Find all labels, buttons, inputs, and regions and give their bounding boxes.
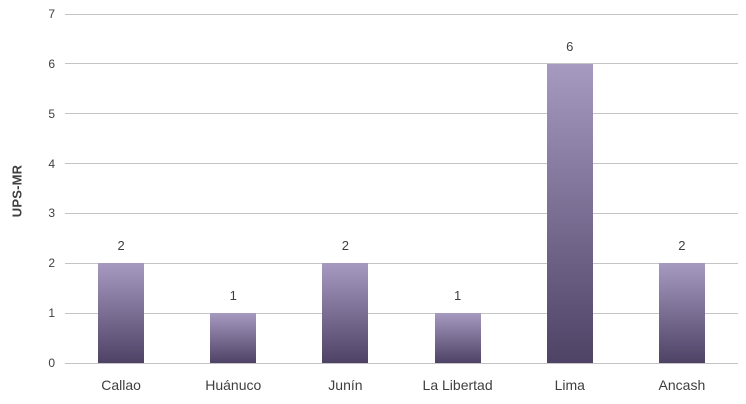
y-tick-label: 0 xyxy=(48,356,55,370)
gridline xyxy=(65,63,738,65)
bar-value-label: 2 xyxy=(678,238,686,254)
bar-value-label: 2 xyxy=(341,238,350,254)
gridline xyxy=(65,262,738,264)
gridline xyxy=(65,312,738,314)
x-category-label: Junín xyxy=(328,377,363,393)
gridline xyxy=(65,13,738,15)
bar xyxy=(658,263,705,363)
y-axis-title: UPS-MR xyxy=(9,164,25,218)
y-tick-label: 1 xyxy=(48,306,55,321)
gridline xyxy=(65,113,738,115)
bar xyxy=(98,263,145,363)
y-tick-label: 4 xyxy=(48,156,55,171)
y-tick-label: 3 xyxy=(48,206,55,221)
bar xyxy=(434,313,481,363)
bar-value-label: 1 xyxy=(453,288,462,304)
plot-area: 2 1 2 1 6 2 xyxy=(65,13,738,364)
bar-value-label: 2 xyxy=(117,238,125,254)
x-category-label: Callao xyxy=(101,377,141,393)
bar-value-label: 6 xyxy=(566,38,574,54)
x-category-label: Lima xyxy=(554,377,585,393)
x-category-label: Ancash xyxy=(658,377,706,393)
y-tick-label: 2 xyxy=(48,256,55,271)
bar xyxy=(546,63,593,363)
bar xyxy=(210,313,257,363)
gridline xyxy=(65,212,738,214)
y-tick-label: 5 xyxy=(48,106,55,121)
gridline xyxy=(65,163,738,165)
bar-value-label: 1 xyxy=(229,288,237,304)
x-category-label: Huánuco xyxy=(205,377,262,393)
bar xyxy=(322,263,369,363)
gridline xyxy=(65,362,738,364)
y-tick-label: 6 xyxy=(48,56,55,71)
y-tick-label: 7 xyxy=(48,7,55,21)
x-category-label: La Libertad xyxy=(422,377,493,393)
